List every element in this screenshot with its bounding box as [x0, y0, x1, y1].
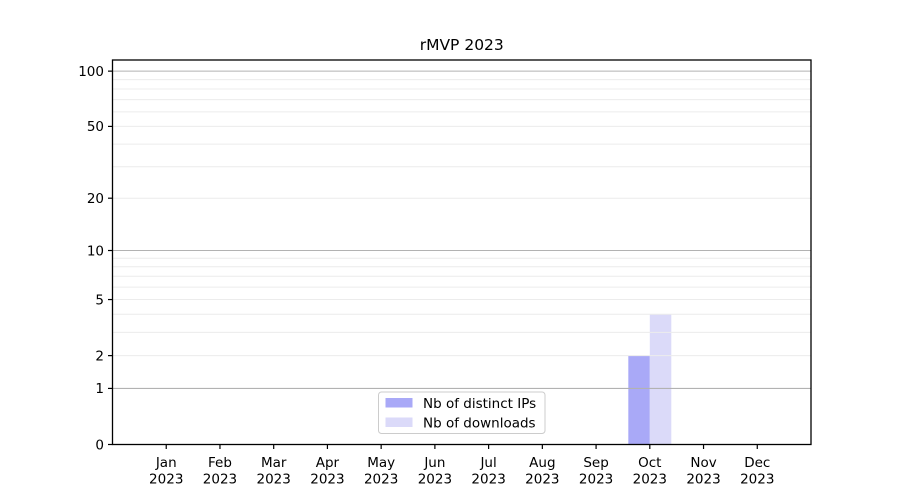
y-tick-label: 2	[95, 348, 104, 364]
legend: Nb of distinct IPs Nb of downloads	[378, 391, 546, 434]
x-tick-label-month: Jun	[423, 455, 445, 471]
x-tick-label-year: 2023	[364, 472, 398, 488]
x-axis: Jan2023Feb2023Mar2023Apr2023May2023Jun20…	[149, 444, 774, 488]
x-tick-label-year: 2023	[203, 472, 237, 488]
chart-title: rMVP 2023	[420, 36, 504, 54]
bar-distinct-ips-oct	[628, 355, 650, 445]
plot-border	[111, 59, 812, 446]
y-tick-label: 50	[87, 119, 104, 135]
x-tick-label-year: 2023	[471, 472, 505, 488]
x-tick-label-month: Sep	[583, 455, 608, 471]
x-tick-label-year: 2023	[686, 472, 720, 488]
x-tick-label-month: Mar	[261, 455, 287, 471]
x-tick-label-month: Feb	[208, 455, 232, 471]
y-tick-label: 10	[87, 243, 104, 259]
legend-box	[378, 391, 546, 434]
x-tick-label-month: Jul	[479, 455, 496, 471]
x-tick-label-month: Jan	[155, 455, 177, 471]
bar-downloads-oct	[649, 314, 672, 445]
x-tick-label-month: Nov	[690, 455, 716, 471]
x-tick-label-year: 2023	[740, 472, 774, 488]
gridlines-group	[112, 70, 811, 389]
x-tick-label-month: May	[367, 455, 395, 471]
y-tick-label: 5	[95, 292, 104, 308]
x-tick-label-year: 2023	[579, 472, 613, 488]
y-tick-label: 1	[95, 381, 104, 397]
x-tick-label-year: 2023	[257, 472, 291, 488]
x-tick-label-month: Dec	[744, 455, 770, 471]
x-tick-label-year: 2023	[149, 472, 183, 488]
x-tick-label-month: Apr	[316, 455, 340, 471]
x-tick-label-year: 2023	[525, 472, 559, 488]
legend-swatch-downloads	[385, 417, 413, 427]
legend-swatch-distinct-ips	[385, 398, 413, 408]
legend-label: Nb of distinct IPs	[423, 396, 536, 412]
bars-group	[628, 314, 672, 445]
x-tick-label-year: 2023	[633, 472, 667, 488]
legend-label: Nb of downloads	[423, 416, 536, 432]
x-tick-label-month: Aug	[529, 455, 555, 471]
x-tick-label-year: 2023	[310, 472, 344, 488]
x-tick-label-month: Oct	[638, 455, 661, 471]
x-tick-label-year: 2023	[418, 472, 452, 488]
y-tick-label: 20	[87, 191, 104, 207]
y-tick-label: 0	[95, 437, 104, 453]
y-tick-label: 100	[78, 64, 104, 80]
